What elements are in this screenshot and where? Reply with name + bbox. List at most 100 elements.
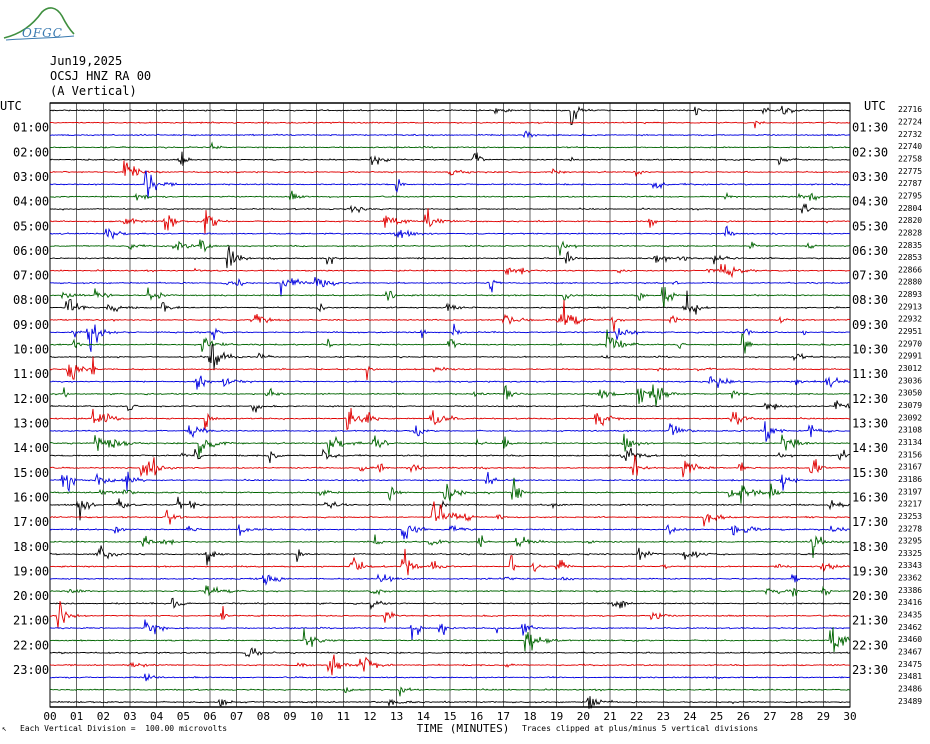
trace-value-label: 23050: [898, 389, 922, 398]
seismic-trace: [49, 343, 850, 370]
left-hour-label: 09:00: [13, 318, 49, 332]
trace-value-label: 23475: [898, 660, 922, 669]
right-hour-label: 12:30: [852, 392, 888, 406]
x-tick-label: 19: [550, 710, 563, 723]
trace-value-label: 22893: [898, 290, 922, 299]
header-component: (A Vertical): [50, 84, 137, 98]
left-hour-label: 13:00: [13, 416, 49, 430]
trace-value-label: 23217: [898, 500, 922, 509]
right-hour-label: 08:30: [852, 293, 888, 307]
left-hour-label: 02:00: [13, 145, 49, 159]
trace-value-label: 23108: [898, 426, 922, 435]
right-hour-label: 18:30: [852, 540, 888, 554]
trace-value-label: 22913: [898, 302, 922, 311]
seismic-trace: [49, 287, 851, 307]
right-hour-label: 20:30: [852, 589, 888, 603]
footer-clip-note: Traces clipped at plus/minus 5 vertical …: [522, 724, 759, 733]
seismic-trace: [49, 323, 851, 352]
seismic-trace: [49, 601, 851, 629]
trace-value-label: 23092: [898, 413, 922, 422]
trace-value-label: 22732: [898, 130, 922, 139]
seismic-trace: [49, 619, 851, 641]
x-tick-label: 05: [177, 710, 190, 723]
seismic-trace: [50, 208, 851, 235]
trace-value-label: 23253: [898, 512, 922, 521]
seismic-trace: [49, 597, 851, 610]
seismic-trace: [49, 447, 851, 464]
trace-value-label: 23079: [898, 401, 922, 410]
trace-value-label: 23167: [898, 463, 922, 472]
seismic-trace: [49, 454, 851, 478]
seismic-trace: [49, 120, 851, 129]
left-hour-label: 04:00: [13, 195, 49, 209]
x-tick-label: 04: [150, 710, 164, 723]
trace-value-label: 23460: [898, 635, 922, 644]
trace-value-label: 22716: [898, 105, 922, 114]
trace-value-label: 23467: [898, 648, 922, 657]
trace-value-label: 22828: [898, 228, 922, 237]
seismic-trace: [50, 400, 851, 413]
trace-value-label: 22951: [898, 327, 922, 336]
seismic-trace: [49, 524, 851, 540]
trace-value-label: 23489: [898, 697, 922, 706]
left-hour-label: 08:00: [13, 293, 49, 307]
x-tick-label: 14: [417, 710, 431, 723]
trace-value-label: 23486: [898, 685, 922, 694]
left-hour-label: 12:00: [13, 392, 49, 406]
left-hour-label: 06:00: [13, 244, 49, 258]
x-tick-label: 00: [43, 710, 56, 723]
trace-value-label: 23416: [898, 598, 922, 607]
x-tick-label: 08: [257, 710, 270, 723]
seismic-trace: [49, 573, 850, 586]
right-hour-label: 04:30: [852, 195, 888, 209]
right-hour-label: 09:30: [852, 318, 888, 332]
trace-value-label: 23462: [898, 623, 922, 632]
right-hour-label: 19:30: [852, 564, 888, 578]
x-tick-label: 09: [283, 710, 296, 723]
right-hour-label: 07:30: [852, 269, 888, 283]
seismic-trace: [49, 545, 850, 566]
trace-value-label: 22724: [898, 117, 922, 126]
x-tick-label: 26: [737, 710, 750, 723]
x-tick-label: 30: [843, 710, 856, 723]
seismic-trace: [49, 329, 851, 354]
right-hour-label: 05:30: [852, 219, 888, 233]
seismic-trace: [49, 190, 851, 202]
right-hour-label: 22:30: [852, 638, 888, 652]
x-tick-label: 23: [657, 710, 670, 723]
x-tick-label: 07: [230, 710, 243, 723]
trace-value-label: 22775: [898, 167, 922, 176]
x-tick-label: 28: [790, 710, 803, 723]
left-hour-label: 11:00: [13, 367, 49, 381]
seismic-trace: [49, 407, 851, 431]
header-station: OCSJ HNZ RA 00: [50, 69, 152, 83]
trace-value-label: 22787: [898, 179, 922, 188]
x-tick-label: 22: [630, 710, 643, 723]
right-axis-label: UTC: [864, 99, 886, 113]
seismic-trace: [49, 534, 851, 558]
trace-value-label: 23325: [898, 549, 922, 558]
left-hour-label: 01:00: [13, 121, 49, 135]
trace-value-label: 22880: [898, 278, 922, 287]
seismic-trace: [49, 276, 851, 297]
right-hour-label: 01:30: [852, 121, 888, 135]
seismic-trace: [49, 501, 851, 527]
trace-value-label: 22795: [898, 191, 922, 200]
x-tick-label: 29: [817, 710, 830, 723]
left-axis-label: UTC: [0, 99, 22, 113]
right-hour-label: 15:30: [852, 466, 888, 480]
trace-value-label: 23386: [898, 586, 922, 595]
trace-value-label: 23435: [898, 611, 922, 620]
trace-value-label: 22991: [898, 352, 922, 361]
x-tick-label: 25: [710, 710, 723, 723]
x-tick-label: 15: [443, 710, 456, 723]
seismic-trace: [49, 203, 851, 214]
x-tick-label: 21: [603, 710, 616, 723]
seismic-trace: [49, 421, 851, 442]
seismic-trace: [49, 225, 850, 240]
right-hour-label: 16:30: [852, 490, 888, 504]
footer-small-mark: ↖: [2, 724, 7, 733]
seismic-trace: [49, 672, 851, 682]
trace-value-label: 23012: [898, 364, 922, 373]
